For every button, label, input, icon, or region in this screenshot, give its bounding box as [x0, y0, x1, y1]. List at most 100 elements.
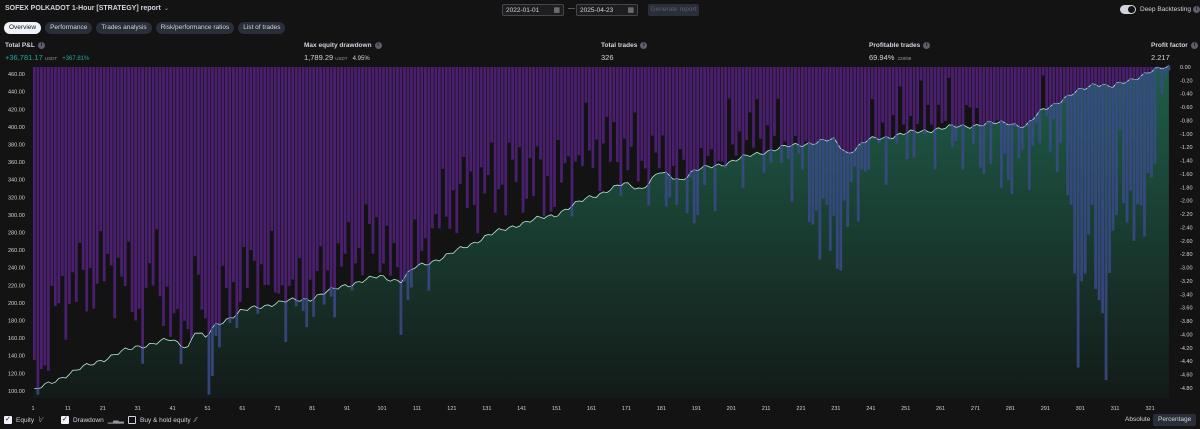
drawdown-bar [731, 67, 734, 145]
info-icon[interactable]: i [923, 42, 931, 49]
generate-report-button[interactable]: Generate report [648, 4, 699, 16]
drawdown-bar [57, 67, 61, 304]
drawdown-bar-overlap [689, 172, 693, 178]
drawdown-bar-overlap [692, 169, 696, 224]
drawdown-bar-overlap [301, 298, 305, 312]
drawdown-bar [965, 67, 968, 106]
deep-backtesting-toggle[interactable] [1120, 5, 1136, 14]
drawdown-bar [235, 67, 239, 329]
drawdown-bar [528, 67, 532, 159]
equity-checkbox[interactable]: Equity ⌇⁄ [4, 415, 43, 424]
drawdown-bar-overlap [811, 144, 815, 225]
drawdown-bar-overlap [1080, 88, 1084, 282]
calendar-icon[interactable]: ▦ [553, 7, 560, 14]
absolute-button[interactable]: Absolute [1125, 416, 1151, 423]
drawdown-bar-overlap [333, 288, 336, 318]
drawdown-bar [444, 67, 448, 217]
metric-total-pl: Total P&L i +36,781.17 USDT +367.81% [5, 42, 90, 62]
tab-risk-performance-ratios[interactable]: Risk/performance ratios [155, 22, 235, 34]
tab-overview[interactable]: Overview [4, 22, 42, 34]
x-tick-label: 241 [866, 406, 875, 412]
equity-drawdown-chart[interactable]: 100.00 120.00 140.00 160.00 180.00 200.00 220.… [0, 62, 1200, 412]
x-tick-label: 111 [413, 406, 421, 412]
info-icon[interactable]: i [374, 42, 382, 49]
drawdown-bar [291, 67, 295, 280]
drawdown-bar [211, 67, 214, 377]
tab-performance[interactable]: Performance [45, 22, 93, 34]
drawdown-bar-overlap [814, 143, 818, 211]
y-right-tick-label: -3.40 [1180, 292, 1193, 298]
drawdown-bar [364, 67, 368, 205]
x-tick-label: 21 [100, 406, 106, 412]
drawdown-bar [319, 67, 323, 247]
drawdown-bar [113, 67, 117, 319]
drawdown-bar-overlap [912, 130, 916, 158]
y-right-tick-label: -4.00 [1180, 333, 1193, 339]
calendar-icon[interactable]: ▦ [627, 7, 634, 14]
drawdown-bar-overlap [1150, 72, 1153, 178]
drawdown-bar [629, 67, 633, 147]
drawdown-bar [825, 67, 829, 205]
drawdown-checkbox[interactable]: Drawdown ▁▃▂ [61, 415, 124, 424]
drawdown-bar [120, 67, 124, 277]
drawdown-bar [661, 67, 665, 136]
drawdown-bar [675, 67, 679, 205]
drawdown-bar-overlap [668, 175, 672, 198]
drawdown-bar [130, 67, 134, 312]
info-icon[interactable]: i [37, 42, 45, 49]
y-left-tick-label: 320.00 [8, 195, 25, 201]
drawdown-bar-overlap [954, 127, 958, 141]
percentage-button[interactable]: Percentage [1153, 414, 1197, 426]
y-right-tick-label: -2.80 [1180, 252, 1193, 258]
drawdown-bar-overlap [1101, 84, 1104, 314]
drawdown-bar [619, 67, 623, 196]
drawdown-bar [46, 67, 50, 371]
y-right-tick-label: -2.40 [1180, 226, 1193, 232]
drawdown-bar [961, 67, 965, 170]
drawdown-bar [951, 67, 954, 148]
buy-hold-checkbox[interactable]: Buy & hold equity ⁄⁄ [128, 416, 197, 424]
checkbox-checked[interactable] [4, 415, 12, 424]
drawdown-bar-overlap [905, 133, 909, 160]
drawdown-bar [382, 67, 385, 264]
drawdown-bar [472, 67, 476, 206]
date-to-input[interactable]: 2025-04-23 ▦ [576, 4, 638, 16]
drawdown-bar [1034, 67, 1038, 124]
drawdown-bar [525, 67, 528, 199]
drawdown-bar-overlap [1062, 98, 1066, 103]
drawdown-bar-overlap [179, 346, 183, 364]
info-icon[interactable]: i [1190, 42, 1198, 49]
y-left-tick-label: 300.00 [8, 213, 25, 219]
info-icon[interactable]: i [640, 42, 648, 49]
drawdown-bar [685, 67, 689, 214]
drawdown-bar [465, 67, 469, 209]
x-tick-label: 1 [31, 406, 34, 412]
tab-list-of-trades[interactable]: List of trades [238, 22, 286, 34]
drawdown-bar-overlap [214, 323, 218, 336]
date-separator: — [568, 5, 575, 12]
tab-trades-analysis[interactable]: Trades analysis [96, 22, 152, 34]
drawdown-bar [67, 67, 71, 305]
drawdown-bar [106, 67, 110, 254]
y-left-tick-label: 380.00 [8, 143, 25, 149]
info-icon[interactable]: i [1192, 6, 1200, 13]
drawdown-bar-overlap [141, 348, 144, 364]
drawdown-bar [518, 67, 522, 148]
date-from-input[interactable]: 2022-01-01 ▦ [502, 4, 564, 16]
y-right-tick-label: -1.40 [1180, 159, 1193, 165]
checkbox-unchecked[interactable] [128, 416, 136, 424]
drawdown-bar-overlap [888, 138, 892, 140]
drawdown-bar-overlap [1108, 86, 1111, 273]
drawdown-bar [378, 67, 382, 273]
checkbox-checked[interactable] [61, 415, 69, 424]
drawdown-bar [204, 67, 207, 319]
report-title[interactable]: SOFEX POLKADOT 1-Hour [STRATEGY] report … [5, 5, 169, 12]
drawdown-bar [814, 67, 818, 211]
drawdown-bar [179, 67, 183, 364]
drawdown-bar [305, 67, 309, 328]
y-left-tick-label: 200.00 [8, 301, 25, 307]
drawdown-bar-overlap [1122, 83, 1125, 204]
drawdown-bar [284, 67, 288, 342]
drawdown-bar-overlap [853, 151, 857, 167]
y-right-tick-label: -1.80 [1180, 185, 1193, 191]
